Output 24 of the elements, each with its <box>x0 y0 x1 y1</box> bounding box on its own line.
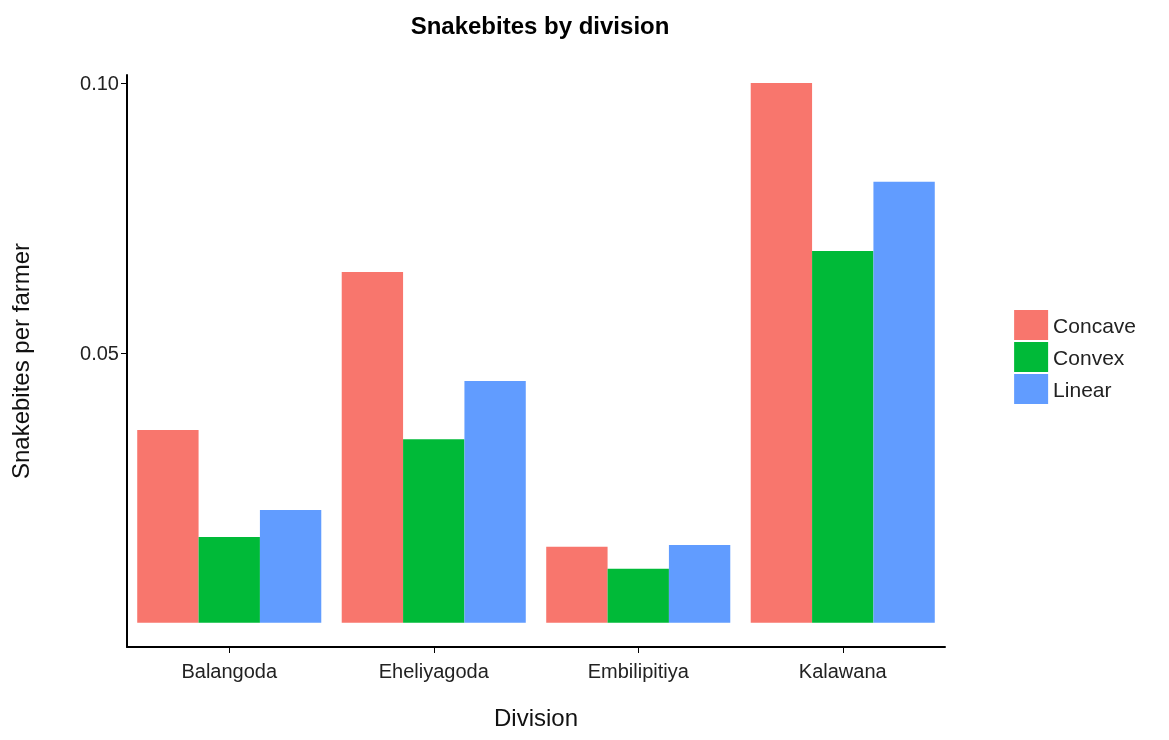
x-axis-title: Division <box>493 703 579 731</box>
x-tick-label: Balangoda <box>181 660 278 682</box>
legend-label: Concave <box>1053 313 1137 337</box>
legend-label: Linear <box>1053 377 1112 401</box>
bar <box>403 439 465 623</box>
chart-title: Snakebites by division <box>410 11 670 39</box>
bar <box>464 380 526 623</box>
bar <box>198 536 260 623</box>
x-tick-label: Eheliyagoda <box>378 660 490 682</box>
bar <box>137 430 199 623</box>
x-tick-label: Embilipitiya <box>587 660 690 682</box>
y-axis-title: Snakebites per farmer <box>6 242 34 480</box>
x-tick-label: Kalawana <box>798 660 888 682</box>
y-tick-label: 0.10 <box>80 72 119 95</box>
bar <box>668 545 731 623</box>
bar <box>259 509 322 623</box>
bar <box>546 546 608 623</box>
bar <box>607 568 669 623</box>
bar <box>341 271 404 623</box>
bar <box>812 250 874 623</box>
y-tick-label: 0.05 <box>80 341 119 364</box>
bar <box>750 83 813 623</box>
legend-label: Convex <box>1053 345 1125 369</box>
bar <box>873 181 935 623</box>
